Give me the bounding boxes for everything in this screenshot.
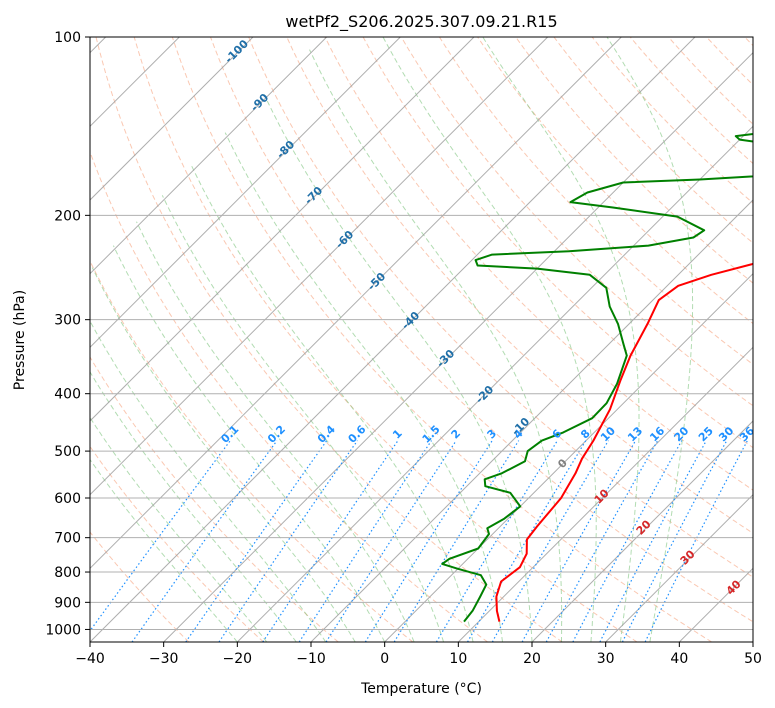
mixing-ratio-line xyxy=(325,440,457,642)
skewed-isotherm xyxy=(384,272,753,642)
mixing-ratio-line xyxy=(572,440,683,642)
mixing-ratio-line xyxy=(644,440,748,642)
dry-adiabat xyxy=(90,531,190,642)
dry-adiabat xyxy=(95,37,563,642)
mixing-ratio-line xyxy=(298,440,432,642)
moist-adiabat xyxy=(91,267,356,642)
skewed-isotherm xyxy=(163,51,753,642)
y-tick-label: 900 xyxy=(54,595,81,611)
mixing-ratio-line xyxy=(545,440,659,642)
moist-adiabat xyxy=(382,37,597,642)
x-axis-label: Temperature (°C) xyxy=(360,681,482,697)
x-tick-label: 40 xyxy=(670,651,688,667)
dewpoint-profile-line xyxy=(441,133,753,623)
y-tick-label: 200 xyxy=(54,208,81,224)
chart-title: wetPf2_S206.2025.307.09.21.R15 xyxy=(285,12,557,32)
dry-adiabat xyxy=(133,37,638,642)
mixing-ratio-line xyxy=(435,440,558,642)
plot-frame xyxy=(89,36,754,643)
dry-adiabat xyxy=(90,356,339,642)
dry-adiabat xyxy=(248,37,753,578)
y-tick-label: 800 xyxy=(54,565,81,581)
x-tick-label: 50 xyxy=(744,651,762,667)
y-tick-label: 700 xyxy=(54,531,81,547)
moist-adiabat xyxy=(136,221,415,642)
x-tick-label: 30 xyxy=(597,651,615,667)
mixing-ratio-line xyxy=(262,440,399,642)
y-tick-label: 600 xyxy=(54,491,81,507)
moist-adiabat xyxy=(90,458,238,642)
x-tick-label: −30 xyxy=(149,651,179,667)
skewed-isotherm xyxy=(90,37,622,570)
mixing-ratio-line xyxy=(90,440,231,632)
moist-adiabat xyxy=(90,320,327,642)
skewed-isotherm xyxy=(236,125,753,642)
series xyxy=(441,133,753,623)
moist-adiabat xyxy=(161,195,445,642)
temperature-profile-line xyxy=(495,262,753,622)
x-tick-label: −20 xyxy=(223,651,253,667)
moist-adiabat xyxy=(482,37,640,642)
x-axis: −40 −30 −20 −10 0 10 20 30 40 50 xyxy=(75,642,762,667)
dry-adiabat xyxy=(515,37,753,284)
mixing-ratio-line xyxy=(393,440,520,642)
mixing-ratio-line xyxy=(521,440,637,642)
x-tick-label: −10 xyxy=(296,651,326,667)
mixing-ratio-line xyxy=(218,440,358,642)
mixing-ratio-line xyxy=(364,440,493,642)
y-tick-label: 500 xyxy=(54,444,81,460)
moist-adiabat xyxy=(112,245,386,642)
moist-adiabat xyxy=(90,416,268,642)
moist-adiabat xyxy=(191,165,474,642)
x-tick-label: 0 xyxy=(380,651,389,667)
skewed-isotherm xyxy=(457,346,753,642)
moist-adiabat xyxy=(263,94,533,642)
y-tick-label: 300 xyxy=(54,313,81,329)
dry-adiabat xyxy=(324,37,753,491)
skewed-isotherm xyxy=(310,199,753,642)
moist-adiabat xyxy=(309,49,563,642)
skewed-isotherm xyxy=(90,37,328,275)
grid xyxy=(90,37,753,630)
x-tick-label: −40 xyxy=(75,651,105,667)
skewed-isotherm xyxy=(90,37,475,422)
skewed-isotherm xyxy=(90,37,549,496)
background-lines xyxy=(90,37,753,642)
dry-adiabat xyxy=(210,37,753,623)
dry-adiabat xyxy=(171,37,712,642)
skewed-isotherm xyxy=(531,420,753,642)
skewed-isotherm xyxy=(605,493,753,642)
y-axis: 1000 900 800 700 600 500 400 300 200 100 xyxy=(45,30,90,638)
dry-adiabat xyxy=(90,445,264,642)
x-tick-label: 10 xyxy=(449,651,467,667)
mixing-ratio-line xyxy=(185,440,328,642)
dry-adiabat xyxy=(438,37,753,366)
x-tick-label: 20 xyxy=(523,651,541,667)
mixing-ratio-line xyxy=(131,440,278,642)
skewed-isotherm xyxy=(90,37,401,349)
dry-adiabat xyxy=(400,37,753,407)
y-tick-label: 400 xyxy=(54,387,81,403)
y-tick-label: 100 xyxy=(54,30,81,46)
skewed-isotherm xyxy=(90,37,254,201)
dry-adiabat xyxy=(90,150,488,642)
skewed-isotherm xyxy=(90,37,696,642)
y-tick-label: 1000 xyxy=(45,622,81,638)
y-axis-label: Pressure (hPa) xyxy=(12,290,28,390)
mixing-ratio-line xyxy=(466,440,587,642)
